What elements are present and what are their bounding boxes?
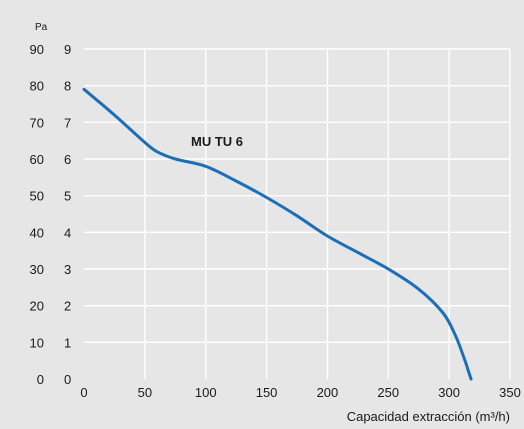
x-tick-label: 150 xyxy=(256,385,278,400)
x-tick-label: 300 xyxy=(438,385,460,400)
x-tick-label: 350 xyxy=(499,385,521,400)
y-tick-label-pa: 60 xyxy=(30,152,44,167)
y-tick-label-pa: 90 xyxy=(30,42,44,57)
y-tick-label-pa: 40 xyxy=(30,225,44,240)
series-line-mu-tu-6 xyxy=(82,87,473,381)
y-tick-label-pa: 0 xyxy=(37,372,44,387)
y-tick-label-pa: 80 xyxy=(30,79,44,94)
y-tick-label: 3 xyxy=(64,262,71,277)
x-tick-label: 100 xyxy=(195,385,217,400)
grid xyxy=(84,48,511,379)
y-tick-label-pa: 70 xyxy=(30,115,44,130)
y-tick-label: 2 xyxy=(64,299,71,314)
y-tick-label: 8 xyxy=(64,79,71,94)
y-tick-label: 9 xyxy=(64,42,71,57)
x-tick-label: 0 xyxy=(80,385,87,400)
y-unit-label: Pa xyxy=(35,22,48,33)
plot-area xyxy=(84,49,510,379)
x-tick-label: 200 xyxy=(317,385,339,400)
y-tick-label: 4 xyxy=(64,225,71,240)
x-tick-label: 250 xyxy=(377,385,399,400)
x-tick-label: 50 xyxy=(138,385,152,400)
y-tick-label: 1 xyxy=(64,335,71,350)
y-tick-label-pa: 30 xyxy=(30,262,44,277)
y-tick-label: 5 xyxy=(64,189,71,204)
y-tick-label: 0 xyxy=(64,372,71,387)
y-tick-labels: 0 0 10 1 20 2 30 3 40 4 50 5 60 6 70 7 80 8 90 9 xyxy=(30,42,72,387)
y-tick-label-pa: 10 xyxy=(30,335,44,350)
x-tick-labels: 0 50 100 150 200 250 300 350 xyxy=(80,385,520,400)
series-label: MU TU 6 xyxy=(191,134,243,149)
y-tick-label-pa: 50 xyxy=(30,189,44,204)
x-axis-label: Capacidad extracción (m³/h) xyxy=(347,409,510,424)
y-tick-label: 7 xyxy=(64,115,71,130)
y-tick-label: 6 xyxy=(64,152,71,167)
y-tick-label-pa: 20 xyxy=(30,299,44,314)
